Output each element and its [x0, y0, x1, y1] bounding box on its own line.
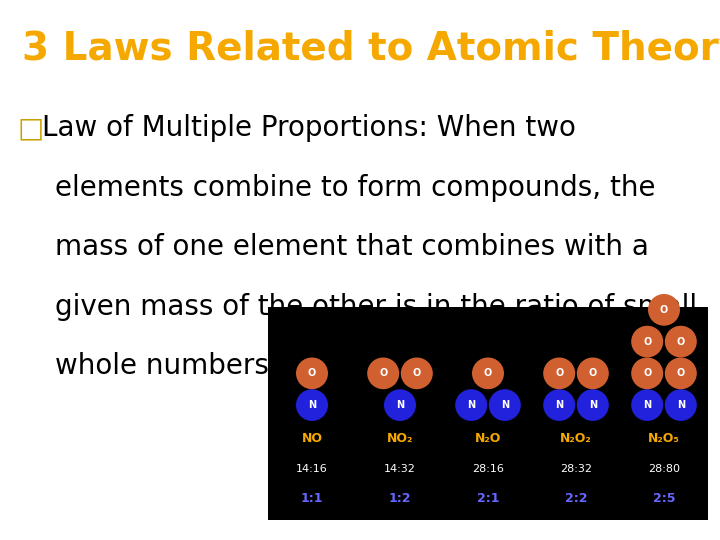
Text: N: N	[308, 400, 316, 410]
Text: N₂O: N₂O	[474, 433, 501, 446]
Circle shape	[631, 389, 663, 421]
Text: □: □	[18, 114, 44, 143]
Text: N: N	[589, 400, 597, 410]
Circle shape	[577, 389, 609, 421]
Text: 3 Laws Related to Atomic Theory: 3 Laws Related to Atomic Theory	[22, 30, 720, 68]
Circle shape	[401, 357, 433, 389]
Text: O: O	[677, 336, 685, 347]
Circle shape	[489, 389, 521, 421]
Text: N: N	[677, 400, 685, 410]
Text: Law of Multiple Proportions: When two: Law of Multiple Proportions: When two	[42, 114, 576, 143]
Circle shape	[665, 357, 697, 389]
Text: N: N	[500, 400, 509, 410]
Text: NO: NO	[302, 433, 323, 446]
Text: N: N	[555, 400, 563, 410]
Text: N: N	[643, 400, 652, 410]
Circle shape	[296, 389, 328, 421]
Circle shape	[577, 357, 609, 389]
Text: 14:16: 14:16	[296, 463, 328, 474]
Circle shape	[631, 357, 663, 389]
Circle shape	[296, 357, 328, 389]
Text: given mass of the other is in the ratio of small: given mass of the other is in the ratio …	[55, 293, 697, 321]
Text: 2:2: 2:2	[564, 492, 588, 505]
Text: 1:2: 1:2	[389, 492, 411, 505]
Text: O: O	[484, 368, 492, 379]
Text: 28:32: 28:32	[560, 463, 592, 474]
Text: O: O	[643, 368, 652, 379]
Text: elements combine to form compounds, the: elements combine to form compounds, the	[55, 174, 655, 202]
Bar	[268, 307, 708, 520]
Circle shape	[648, 294, 680, 326]
Text: N₂O₅: N₂O₅	[648, 433, 680, 446]
Text: 1:1: 1:1	[301, 492, 323, 505]
Circle shape	[455, 389, 487, 421]
Text: O: O	[308, 368, 316, 379]
Text: N₂O₂: N₂O₂	[560, 433, 592, 446]
Text: 28:80: 28:80	[648, 463, 680, 474]
Text: 14:32: 14:32	[384, 463, 416, 474]
Circle shape	[384, 389, 416, 421]
Text: O: O	[660, 305, 668, 315]
Text: NO₂: NO₂	[387, 433, 413, 446]
Text: N: N	[467, 400, 475, 410]
Text: O: O	[555, 368, 563, 379]
Circle shape	[543, 357, 575, 389]
Text: N: N	[396, 400, 404, 410]
Text: O: O	[589, 368, 597, 379]
Text: 2:5: 2:5	[653, 492, 675, 505]
Circle shape	[543, 389, 575, 421]
Circle shape	[665, 326, 697, 357]
Text: O: O	[379, 368, 387, 379]
Circle shape	[631, 326, 663, 357]
Circle shape	[665, 389, 697, 421]
Text: O: O	[413, 368, 421, 379]
Text: O: O	[677, 368, 685, 379]
Text: mass of one element that combines with a: mass of one element that combines with a	[55, 233, 649, 261]
Circle shape	[367, 357, 399, 389]
Text: 2:1: 2:1	[477, 492, 499, 505]
Text: whole numbers.: whole numbers.	[55, 353, 278, 380]
Circle shape	[472, 357, 504, 389]
Text: O: O	[643, 336, 652, 347]
Text: 28:16: 28:16	[472, 463, 504, 474]
